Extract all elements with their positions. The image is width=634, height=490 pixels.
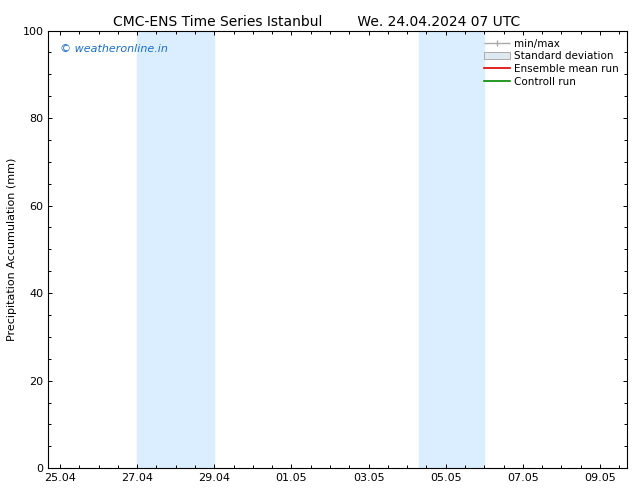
Legend: min/max, Standard deviation, Ensemble mean run, Controll run: min/max, Standard deviation, Ensemble me… xyxy=(481,36,622,90)
Y-axis label: Precipitation Accumulation (mm): Precipitation Accumulation (mm) xyxy=(7,158,17,341)
Bar xyxy=(418,30,484,468)
Text: © weatheronline.in: © weatheronline.in xyxy=(60,44,168,54)
Bar xyxy=(137,30,214,468)
Text: CMC-ENS Time Series Istanbul        We. 24.04.2024 07 UTC: CMC-ENS Time Series Istanbul We. 24.04.2… xyxy=(113,15,521,29)
